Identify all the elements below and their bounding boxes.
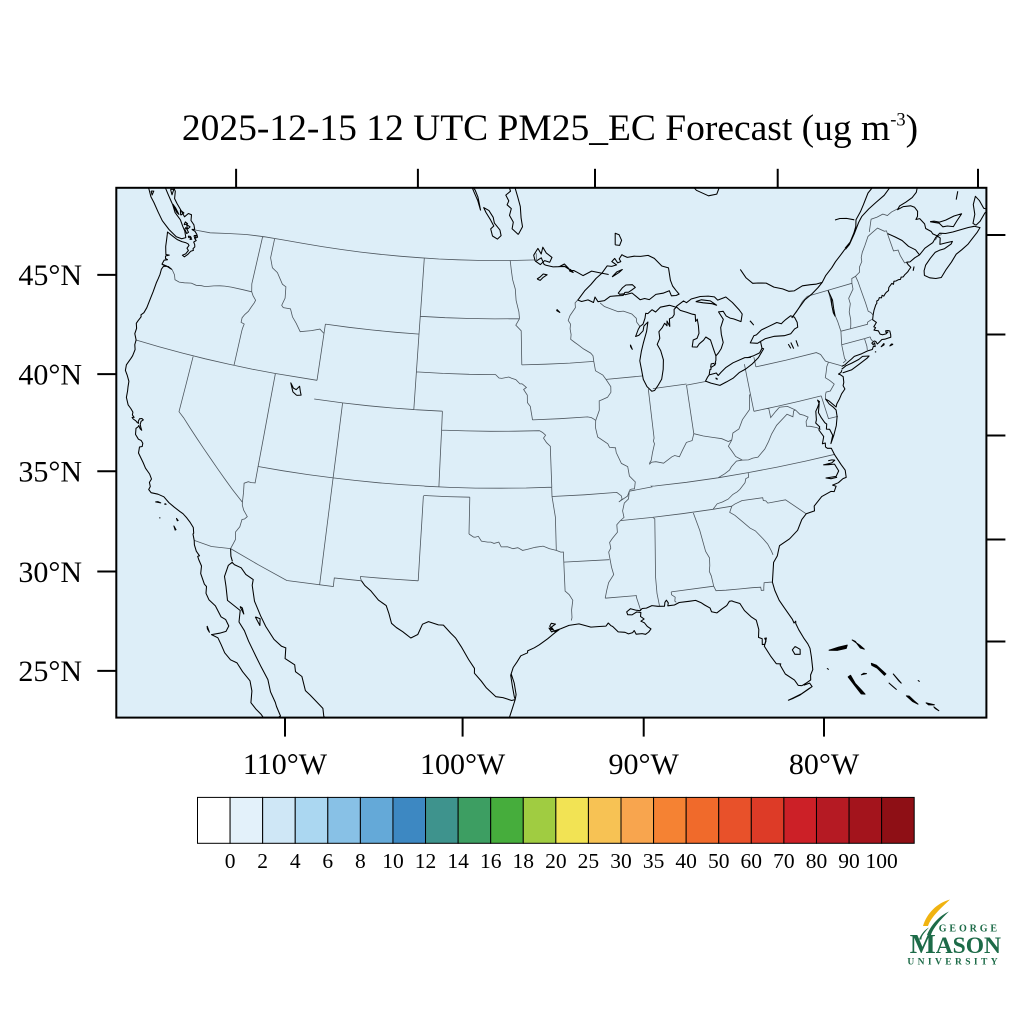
svg-text:40: 40	[675, 849, 697, 873]
svg-text:20: 20	[545, 849, 567, 873]
svg-text:50: 50	[708, 849, 730, 873]
svg-text:25: 25	[578, 849, 600, 873]
svg-text:90°W: 90°W	[609, 748, 680, 781]
svg-text:70: 70	[773, 849, 795, 873]
svg-text:80°W: 80°W	[789, 748, 860, 781]
svg-text:2025-12-15 12 UTC PM25_EC Fore: 2025-12-15 12 UTC PM25_EC Forecast (ug m…	[182, 108, 918, 149]
svg-text:30: 30	[610, 849, 632, 873]
svg-text:MASON: MASON	[910, 928, 1001, 959]
svg-text:14: 14	[447, 849, 469, 873]
svg-text:45°N: 45°N	[18, 259, 82, 292]
svg-text:100: 100	[865, 849, 897, 873]
svg-text:30°N: 30°N	[18, 556, 82, 589]
svg-text:90: 90	[838, 849, 860, 873]
svg-text:25°N: 25°N	[18, 655, 82, 688]
svg-text:60: 60	[741, 849, 763, 873]
svg-text:35: 35	[643, 849, 665, 873]
svg-text:4: 4	[290, 849, 301, 873]
svg-text:8: 8	[355, 849, 366, 873]
svg-text:35°N: 35°N	[18, 456, 82, 489]
svg-text:UNIVERSITY: UNIVERSITY	[907, 958, 1001, 968]
svg-text:80: 80	[806, 849, 828, 873]
svg-text:18: 18	[513, 849, 535, 873]
svg-text:12: 12	[415, 849, 437, 873]
svg-text:2: 2	[257, 849, 268, 873]
svg-text:10: 10	[382, 849, 404, 873]
svg-text:6: 6	[322, 849, 333, 873]
svg-text:100°W: 100°W	[420, 748, 506, 781]
svg-text:GEORGE: GEORGE	[939, 924, 1000, 935]
svg-text:16: 16	[480, 849, 502, 873]
svg-text:110°W: 110°W	[243, 748, 328, 781]
svg-text:0: 0	[225, 849, 236, 873]
svg-text:40°N: 40°N	[18, 358, 82, 391]
